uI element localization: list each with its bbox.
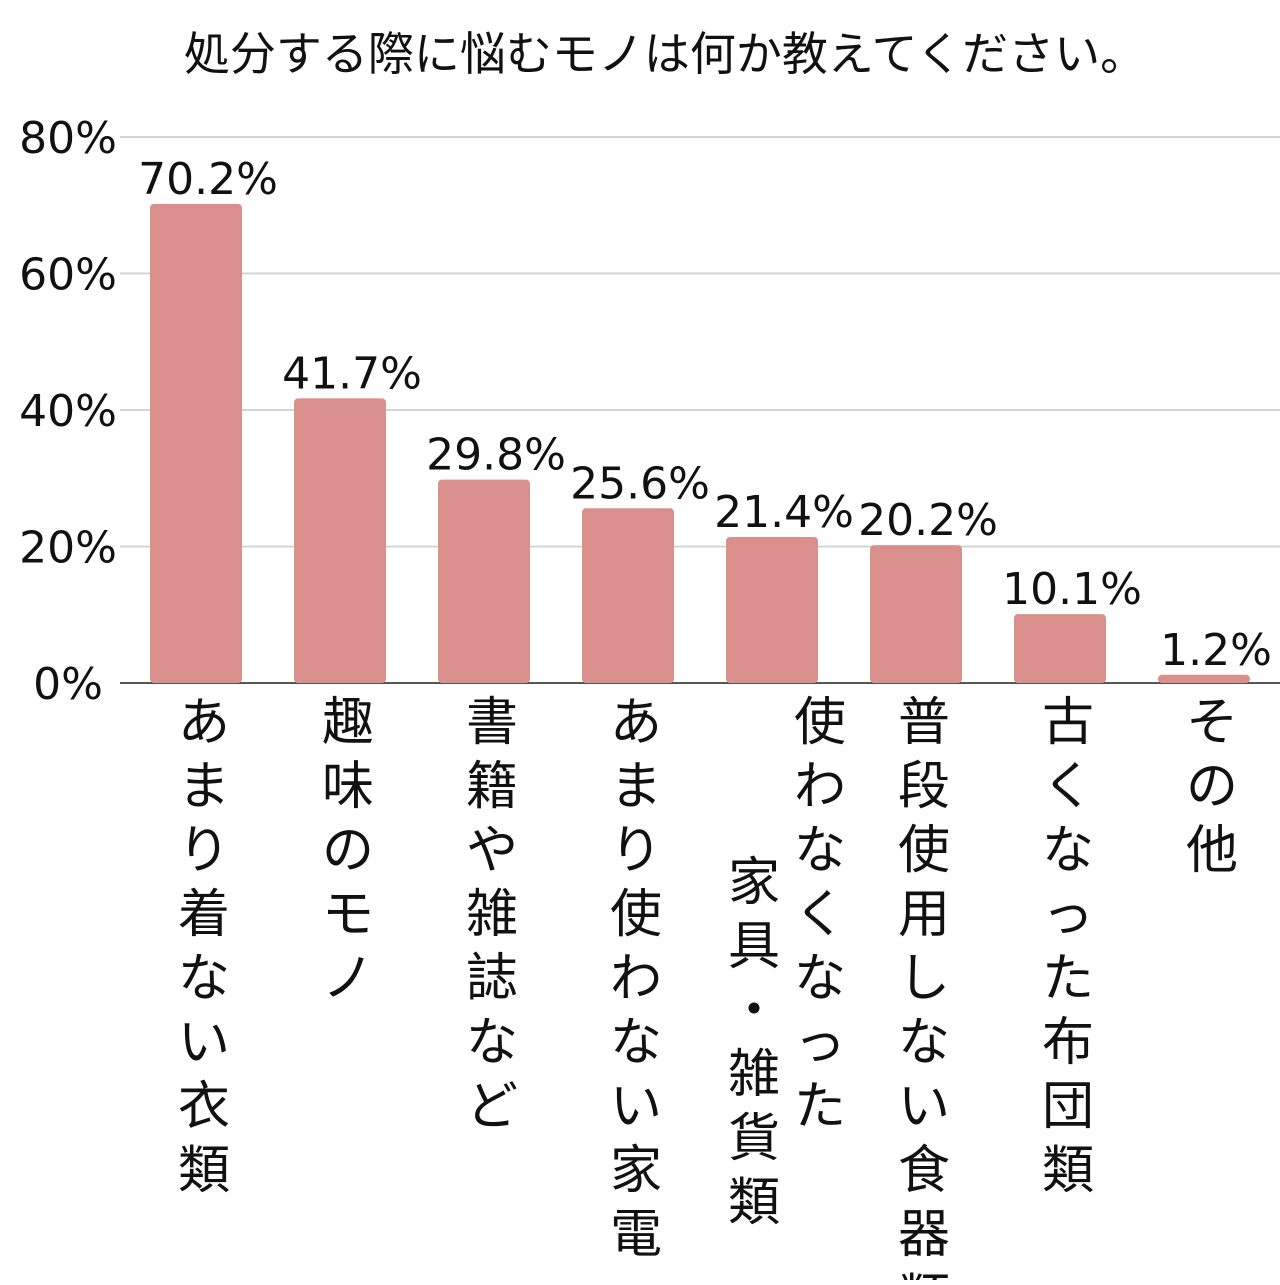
bar: [582, 508, 674, 683]
bar: [1014, 614, 1106, 683]
bar: [870, 545, 962, 683]
chart-title: 処分する際に悩むモノは何か教えてください。: [184, 27, 1146, 81]
data-label: 20.2%: [858, 495, 998, 546]
y-axis-ticks: 0% 20% 40% 60% 80%: [19, 113, 117, 710]
category-label: 普段使用しない食器類: [898, 693, 950, 1280]
bar: [150, 203, 242, 683]
y-tick-label: 40%: [19, 386, 117, 437]
category-label: 趣味のモノ: [322, 693, 374, 1009]
data-label: 29.8%: [426, 430, 566, 481]
data-label: 10.1%: [1002, 564, 1142, 615]
bar: [1158, 674, 1250, 683]
y-tick-label: 0%: [33, 659, 103, 710]
bar: [294, 398, 386, 683]
category-label: 書籍や雑誌など: [466, 693, 518, 1137]
category-labels: あまり着ない衣類 趣味のモノ 書籍や雑誌など あまり使わない家電 使わなくなった家具・雑…: [178, 693, 1238, 1285]
y-tick-label: 20%: [19, 523, 117, 574]
category-label: あまり使わない家電: [610, 693, 662, 1265]
category-label: 家具・雑貨類: [728, 853, 780, 1233]
data-label: 41.7%: [282, 348, 422, 399]
data-labels: 70.2% 41.7%29.8%25.6%21.4% 20.2%10.1% 1.2%: [138, 154, 1272, 676]
y-tick-label: 60%: [19, 250, 117, 301]
data-label: 25.6%: [570, 458, 710, 509]
category-label: 古くなった布団類: [1042, 693, 1094, 1201]
category-label: その他: [1186, 693, 1238, 881]
category-label: あまり着ない衣類: [178, 693, 230, 1201]
data-label: 21.4%: [714, 487, 854, 538]
bar: [438, 479, 530, 683]
y-tick-label: 80%: [19, 113, 117, 164]
data-label: 1.2%: [1160, 625, 1272, 676]
bars: [150, 203, 1250, 683]
category-label: 使わなくなった: [794, 693, 846, 1137]
data-label: 70.2%: [138, 154, 278, 205]
bar: [726, 536, 818, 683]
